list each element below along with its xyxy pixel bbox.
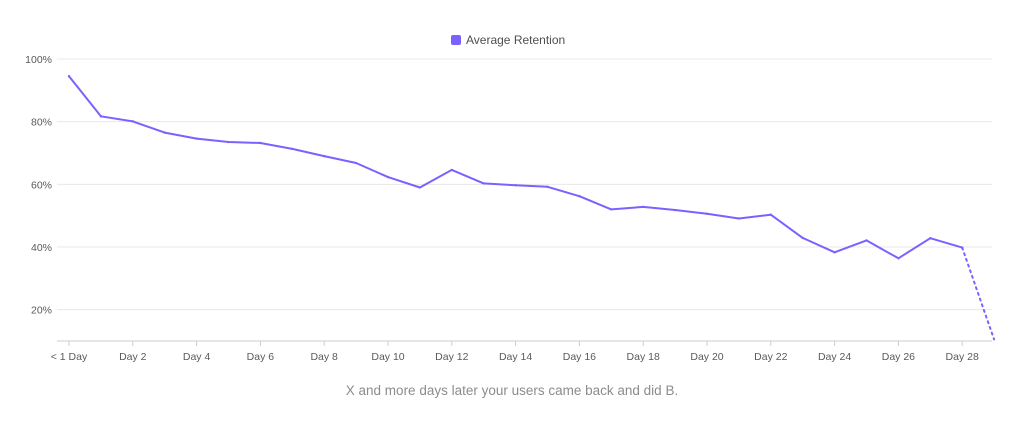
data-point bbox=[546, 185, 549, 189]
data-point bbox=[386, 175, 390, 179]
data-point bbox=[897, 257, 900, 260]
data-point bbox=[865, 239, 868, 242]
y-tick-label-20: 20% bbox=[31, 305, 52, 317]
x-tick-label: Day 28 bbox=[946, 351, 979, 363]
data-point bbox=[131, 120, 134, 123]
data-point bbox=[227, 140, 230, 144]
x-tick-label: Day 10 bbox=[371, 351, 404, 363]
legend[interactable]: Average Retention bbox=[451, 33, 565, 47]
x-tick-label: Day 22 bbox=[754, 351, 787, 363]
x-tick-label: Day 12 bbox=[435, 351, 468, 363]
x-tick-label: Day 26 bbox=[882, 351, 915, 363]
y-tick-label-80: 80% bbox=[31, 117, 52, 129]
legend-label-average-retention[interactable]: Average Retention bbox=[466, 33, 565, 47]
data-point bbox=[769, 213, 772, 216]
data-point bbox=[99, 115, 103, 118]
data-point bbox=[705, 212, 709, 215]
data-point bbox=[418, 186, 422, 189]
grid-lines bbox=[57, 58, 992, 311]
data-point bbox=[673, 208, 677, 212]
x-tick-label: Day 20 bbox=[690, 351, 723, 363]
x-axis: < 1 Day Day 2 Day 4 Day 6 Day 8 Day 10 Day 12 D… bbox=[51, 340, 992, 363]
y-axis-labels: 20% 40% 60% 80% 100% bbox=[25, 54, 52, 317]
x-tick-label: Day 18 bbox=[627, 351, 660, 363]
y-tick-label-100: 100% bbox=[25, 54, 52, 66]
data-point bbox=[514, 184, 517, 187]
data-point bbox=[482, 182, 485, 185]
projection-dotted-line bbox=[961, 246, 996, 341]
x-tick-label: < 1 Day bbox=[51, 351, 88, 363]
data-point bbox=[737, 217, 741, 220]
x-tick-label: Day 14 bbox=[499, 351, 532, 363]
x-tick-label: Day 24 bbox=[818, 351, 851, 363]
data-point bbox=[642, 205, 645, 209]
x-axis-title: X and more days later your users came ba… bbox=[346, 383, 678, 398]
data-point bbox=[578, 195, 581, 198]
y-tick-label-40: 40% bbox=[31, 242, 52, 254]
series-line-average-retention bbox=[68, 75, 964, 260]
x-tick-label: Day 8 bbox=[310, 351, 338, 363]
x-tick-label: Day 16 bbox=[563, 351, 596, 363]
y-tick-label-60: 60% bbox=[31, 179, 52, 191]
data-point bbox=[259, 141, 262, 145]
data-point bbox=[833, 251, 836, 254]
legend-swatch-average-retention[interactable] bbox=[451, 35, 461, 45]
data-point bbox=[195, 137, 198, 140]
x-tick-label: Day 4 bbox=[183, 351, 211, 363]
data-point bbox=[929, 237, 932, 240]
data-point bbox=[610, 208, 613, 211]
data-point bbox=[67, 75, 71, 78]
x-tick-label: Day 2 bbox=[119, 351, 147, 363]
data-point bbox=[354, 161, 358, 165]
x-tick-label: Day 6 bbox=[247, 351, 275, 363]
data-point bbox=[801, 236, 804, 240]
data-point bbox=[323, 154, 326, 158]
data-point bbox=[291, 147, 294, 151]
data-point bbox=[163, 131, 166, 134]
data-point bbox=[450, 168, 453, 172]
series-lines bbox=[67, 75, 996, 341]
